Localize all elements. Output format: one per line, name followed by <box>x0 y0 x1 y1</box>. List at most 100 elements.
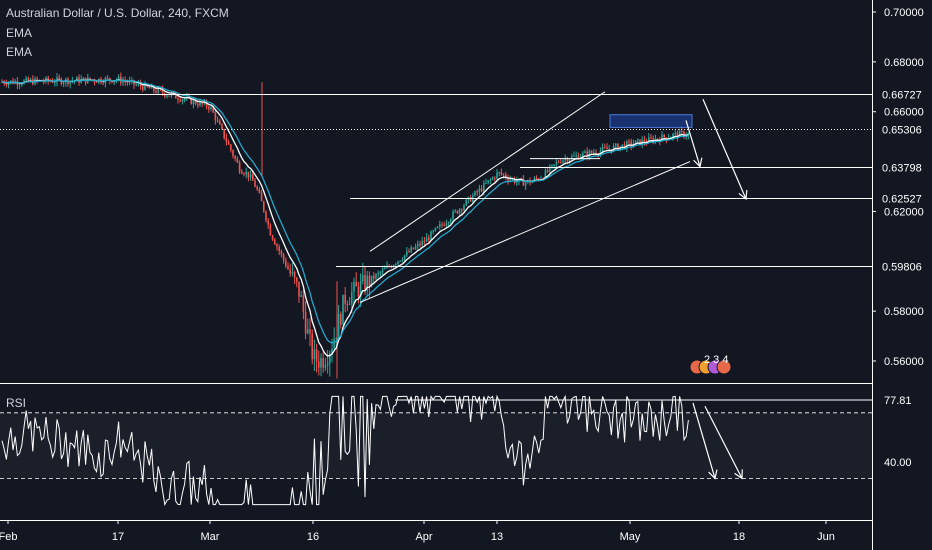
candle-body <box>194 100 197 105</box>
candle-body <box>355 281 357 287</box>
price-tick-label: 0.66000 <box>884 107 924 119</box>
time-tick-label: May <box>620 531 641 543</box>
rsi-label[interactable]: RSI <box>6 396 27 410</box>
candle-body <box>216 120 219 122</box>
candle-body <box>652 138 654 142</box>
candle-body <box>252 174 254 181</box>
candle-body <box>267 220 269 225</box>
candle-body <box>516 181 518 183</box>
candle-body <box>7 82 10 85</box>
indicator-ema-2[interactable]: EMA <box>6 45 33 59</box>
candle-body <box>562 160 564 163</box>
level-label: 0.65306 <box>882 125 922 137</box>
candle-body <box>155 90 157 93</box>
candle-body <box>672 134 674 138</box>
time-tick-label: Apr <box>415 531 432 543</box>
candle-body <box>311 333 313 360</box>
level-label: 0.59806 <box>882 262 922 274</box>
time-tick-label: 18 <box>733 531 745 543</box>
candle-body <box>428 237 430 240</box>
candle-body <box>263 201 265 212</box>
candle-body <box>368 275 371 287</box>
candle-body <box>113 80 115 83</box>
candle-body <box>274 239 276 245</box>
candle-body <box>296 277 298 282</box>
candle-body <box>509 179 511 181</box>
channel-line <box>359 161 691 303</box>
rsi-pane[interactable] <box>0 394 872 507</box>
candle-body <box>58 77 60 79</box>
candle-body <box>410 247 412 253</box>
candle-body <box>362 275 364 282</box>
candle-body <box>687 133 690 136</box>
level-label: 0.62527 <box>882 194 922 206</box>
candle-body <box>643 139 646 143</box>
candle-body <box>489 179 492 181</box>
candle-body <box>546 170 549 172</box>
candle-body <box>289 269 291 274</box>
candle-body <box>450 219 452 223</box>
rsi-band <box>0 412 872 479</box>
avatar-badge: 2 3 4 <box>689 354 732 375</box>
candle-body <box>406 251 408 256</box>
candle-body <box>304 311 307 334</box>
candle-body <box>630 141 632 146</box>
candle-body <box>452 211 454 220</box>
candle-body <box>307 329 309 334</box>
down-arrow-head <box>738 189 748 201</box>
candle-body <box>544 170 547 179</box>
candle-body <box>260 192 263 202</box>
candle-body <box>300 295 302 297</box>
candle-body <box>364 275 366 291</box>
candle-body <box>344 294 346 304</box>
candle-body <box>612 145 615 152</box>
candle-body <box>353 281 355 292</box>
candle-body <box>161 89 164 94</box>
candle-body <box>225 138 228 142</box>
candle-body <box>628 141 630 143</box>
level-label-bg <box>873 190 932 207</box>
candle-body <box>326 363 329 366</box>
candle-body <box>219 120 221 125</box>
candle-body <box>531 181 533 184</box>
indicator-ema-1[interactable]: EMA <box>6 26 33 40</box>
candle-body <box>564 158 566 161</box>
candle-body <box>109 77 111 81</box>
candle-body <box>54 82 56 84</box>
candle-body <box>465 199 467 206</box>
candle-body <box>430 231 432 240</box>
time-tick-label: 16 <box>307 531 319 543</box>
candle-body <box>456 210 459 214</box>
candle-body <box>247 171 250 178</box>
candle-body <box>377 272 379 274</box>
candle-body <box>320 358 322 368</box>
candle-body <box>639 139 641 145</box>
time-axis[interactable]: Feb 17 Mar 16 Apr 13 May 18 Jun <box>0 520 835 543</box>
candle-body <box>615 143 617 146</box>
price-axis[interactable]: 0.66727 0.65306 0.63798 0.62527 0.59806 0.700… <box>872 0 932 550</box>
candle-body <box>137 83 140 85</box>
rsi-down-arrow <box>692 402 716 479</box>
candle-body <box>271 235 274 240</box>
candle-body <box>678 130 681 138</box>
candle-body <box>51 81 54 83</box>
candle-body <box>238 162 241 172</box>
candle-body <box>593 152 595 154</box>
candle-body <box>331 348 333 354</box>
time-tick-label: 13 <box>491 531 503 543</box>
price-tick-label: 0.56000 <box>884 356 924 368</box>
price-pane[interactable]: 2 3 4 <box>0 72 872 521</box>
candle-body <box>441 224 443 226</box>
candle-body <box>192 100 195 105</box>
price-tick-label: 0.70000 <box>884 7 924 19</box>
candle-body <box>29 79 32 81</box>
candle-body <box>150 86 153 89</box>
candle-body <box>584 151 586 154</box>
symbol-title[interactable]: Australian Dollar / U.S. Dollar, 240, FX… <box>6 6 229 20</box>
candle-body <box>135 84 137 86</box>
candle-body <box>496 172 498 179</box>
candle-body <box>298 281 300 297</box>
candle-body <box>419 243 421 246</box>
candle-body <box>142 86 144 90</box>
